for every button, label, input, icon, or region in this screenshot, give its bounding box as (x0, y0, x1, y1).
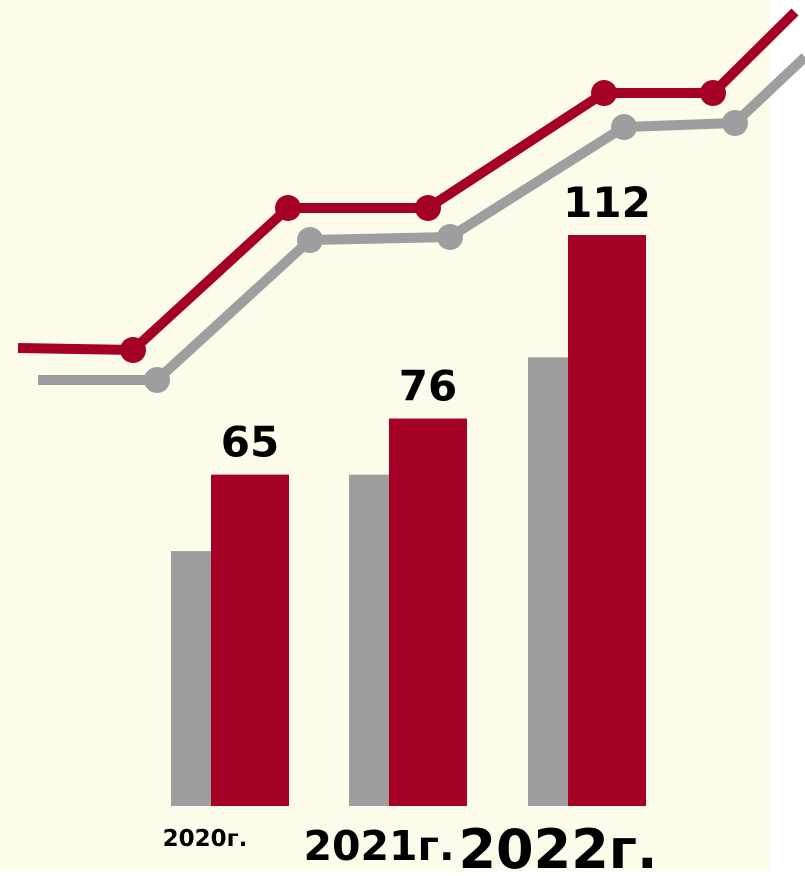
red-trend-marker-0 (120, 337, 146, 363)
category-label-2: 2022г. (458, 818, 657, 871)
bar-primary-2 (568, 235, 646, 806)
red-trend-marker-2 (415, 195, 441, 221)
category-label-0: 2020г. (163, 826, 248, 852)
data-label-0: 65 (221, 418, 279, 467)
red-trend-marker-1 (275, 195, 301, 221)
gray-trend-marker-3 (611, 114, 637, 140)
data-label-2: 112 (563, 178, 651, 227)
red-trend-marker-3 (591, 80, 617, 106)
gray-trend-marker-1 (297, 227, 323, 253)
red-trend-marker-4 (700, 80, 726, 106)
data-label-1: 76 (399, 362, 457, 411)
labels: 65 2020г. 76 2021г. 112 2022г. (163, 178, 658, 876)
category-label-1: 2021г. (303, 822, 454, 870)
bar-primary-1 (389, 418, 467, 806)
gray-trend-marker-0 (144, 367, 170, 393)
gray-trend-marker-4 (722, 110, 748, 136)
bars (171, 235, 646, 806)
gray-trend-marker-2 (437, 224, 463, 250)
trend-lines (17, 8, 805, 393)
bar-primary-0 (211, 474, 289, 806)
